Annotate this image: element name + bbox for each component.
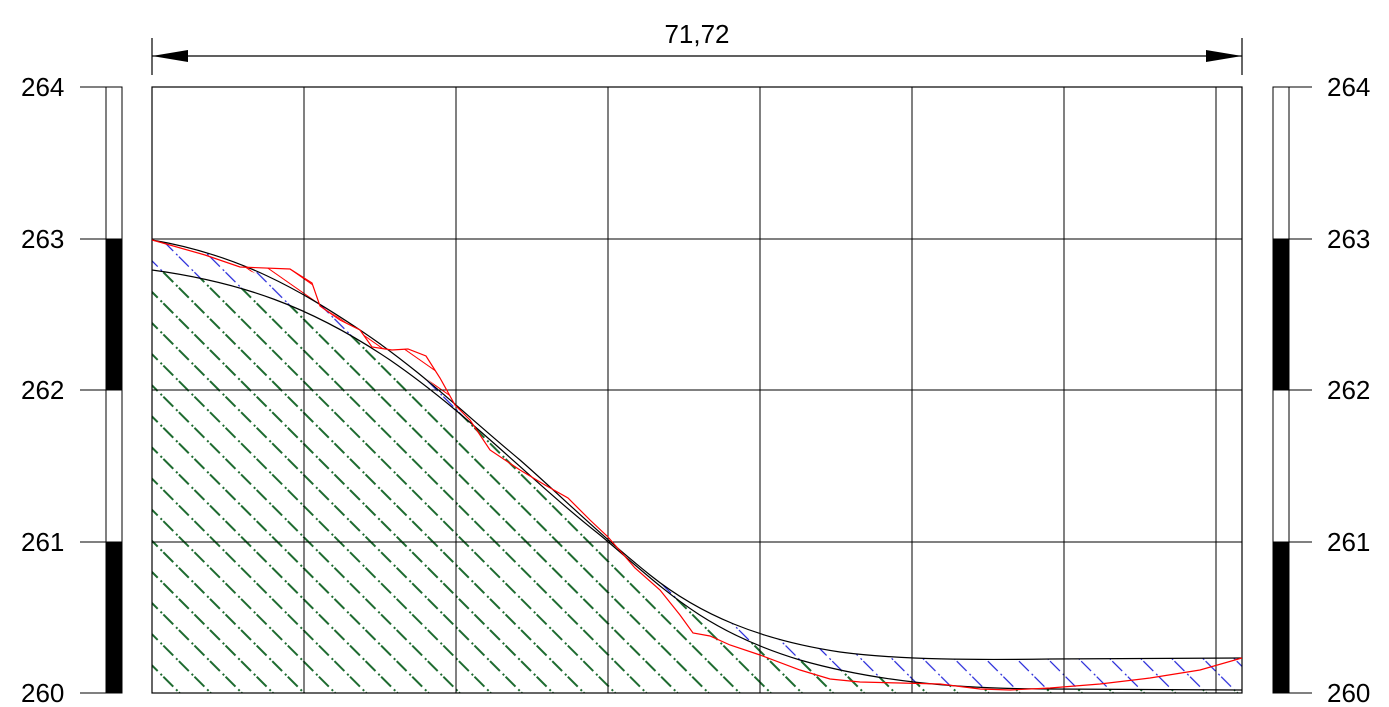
elevation-label: 264 [21,72,64,102]
right-elevation-scale: 264 263 262 261 260 [1272,72,1370,707]
design-surface-line [152,239,1242,661]
elevation-label: 262 [1327,375,1370,405]
elevation-label: 261 [1327,527,1370,557]
arrow-right-icon [1206,50,1242,62]
elevation-label: 263 [21,224,64,254]
scale-bar-segment [105,238,123,391]
existing-terrain-line [152,239,1242,691]
elevation-label: 260 [21,678,64,707]
overall-width-dimension: 71,72 [151,19,1243,75]
scale-bar-segment [105,541,123,694]
scale-bar-segment [1272,238,1290,391]
arrow-left-icon [152,50,188,62]
scale-bar-segment [1272,541,1290,694]
scale-bar-segment [105,86,123,240]
elevation-label: 261 [21,527,64,557]
upper-fill-region [152,240,1242,690]
scale-bar-segment [105,389,123,543]
scale-bar-segment [1272,389,1290,543]
elevation-label: 263 [1327,224,1370,254]
left-elevation-scale: 264 263 262 261 260 [21,72,123,707]
layer-boundary-line [152,269,1242,691]
elevation-label: 260 [1327,678,1370,707]
dimension-label: 71,72 [664,19,729,49]
elevation-label: 264 [1327,72,1370,102]
scale-bar-segment [1272,86,1290,240]
elevation-label: 262 [21,375,64,405]
profile-grid [151,86,1243,694]
lower-fill-region [152,270,1242,693]
